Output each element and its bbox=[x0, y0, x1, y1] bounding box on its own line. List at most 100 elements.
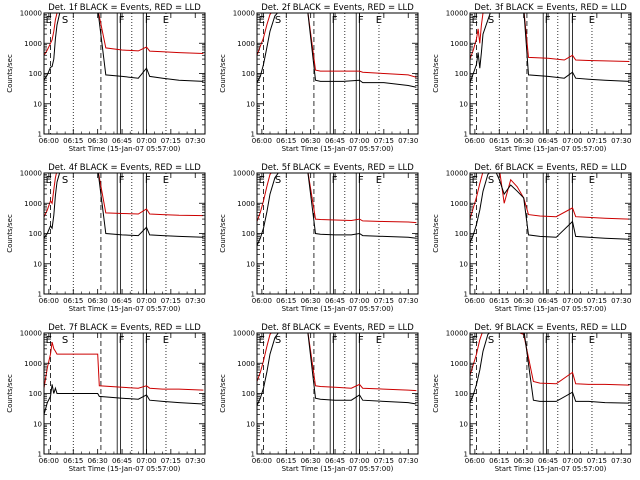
event-marker-label: E bbox=[376, 335, 382, 346]
event-marker-label: E bbox=[163, 15, 169, 26]
x-tick-label: 06:00 bbox=[465, 297, 485, 305]
event-marker-label: E bbox=[259, 15, 265, 26]
event-marker-label: S bbox=[488, 175, 494, 186]
x-tick-label: 07:15 bbox=[587, 297, 607, 305]
event-marker-label: S bbox=[275, 335, 281, 346]
y-tick-label: 1 bbox=[251, 131, 255, 139]
event-marker-label: S bbox=[62, 175, 68, 186]
x-tick-label: 07:00 bbox=[349, 297, 369, 305]
chart-title: Det. 8f BLACK = Events, RED = LLD bbox=[261, 323, 414, 333]
series-line-events bbox=[44, 173, 204, 239]
x-tick-label: 07:15 bbox=[161, 297, 181, 305]
x-tick-label: 06:30 bbox=[88, 137, 108, 145]
chart-title: Det. 2f BLACK = Events, RED = LLD bbox=[261, 3, 414, 13]
x-axis-label: Start Time (15-Jan-07 05:57:00) bbox=[69, 465, 181, 473]
series-line-lld bbox=[44, 13, 204, 56]
x-tick-label: 06:00 bbox=[465, 457, 485, 465]
x-tick-label: 06:30 bbox=[514, 457, 534, 465]
x-tick-label: 07:15 bbox=[587, 457, 607, 465]
series-line-lld bbox=[257, 173, 417, 224]
y-tick-label: 100 bbox=[29, 390, 42, 398]
x-tick-label: 06:15 bbox=[63, 457, 83, 465]
y-tick-label: 10 bbox=[246, 100, 255, 108]
y-tick-label: 1 bbox=[464, 451, 468, 459]
y-tick-label: 1 bbox=[38, 131, 42, 139]
x-tick-label: 06:00 bbox=[252, 297, 272, 305]
x-tick-label: 06:45 bbox=[112, 297, 132, 305]
y-axis-label: Counts/sec bbox=[6, 54, 14, 93]
series-line-lld bbox=[257, 13, 417, 78]
y-tick-label: 1 bbox=[38, 291, 42, 299]
event-marker-label: E bbox=[163, 335, 169, 346]
series-line-lld bbox=[44, 173, 204, 218]
x-tick-label: 06:30 bbox=[88, 457, 108, 465]
x-tick-label: 06:00 bbox=[465, 137, 485, 145]
x-tick-label: 06:00 bbox=[39, 137, 59, 145]
y-tick-label: 10 bbox=[33, 100, 42, 108]
event-marker-label: S bbox=[62, 335, 68, 346]
x-tick-label: 06:15 bbox=[63, 297, 83, 305]
x-tick-label: 07:15 bbox=[374, 137, 394, 145]
event-marker-label: S bbox=[488, 335, 494, 346]
event-marker-label: E bbox=[589, 15, 595, 26]
event-marker-label: F bbox=[571, 335, 577, 346]
y-axis-label: Counts/sec bbox=[432, 374, 440, 413]
x-axis-label: Start Time (15-Jan-07 05:57:00) bbox=[495, 465, 607, 473]
x-tick-label: 06:00 bbox=[252, 137, 272, 145]
event-marker-label: F bbox=[545, 15, 551, 26]
event-marker-label: E bbox=[46, 175, 52, 186]
event-marker-label: S bbox=[275, 175, 281, 186]
y-tick-label: 1000 bbox=[450, 40, 468, 48]
x-tick-label: 07:30 bbox=[611, 297, 631, 305]
x-axis-label: Start Time (15-Jan-07 05:57:00) bbox=[69, 305, 181, 313]
x-tick-label: 07:15 bbox=[374, 297, 394, 305]
y-axis-label: Counts/sec bbox=[219, 214, 227, 253]
x-tick-label: 07:30 bbox=[398, 457, 418, 465]
x-tick-label: 06:30 bbox=[514, 137, 534, 145]
chart-title: Det. 1f BLACK = Events, RED = LLD bbox=[48, 3, 201, 13]
x-tick-label: 07:00 bbox=[349, 137, 369, 145]
y-tick-label: 1000 bbox=[24, 40, 42, 48]
chart-title: Det. 5f BLACK = Events, RED = LLD bbox=[261, 163, 414, 173]
y-axis-label: Counts/sec bbox=[219, 54, 227, 93]
y-tick-label: 10000 bbox=[20, 10, 42, 18]
event-marker-label: E bbox=[472, 335, 478, 346]
x-tick-label: 07:30 bbox=[611, 457, 631, 465]
series-line-events bbox=[470, 173, 630, 243]
event-marker-label: F bbox=[145, 15, 151, 26]
event-marker-label: E bbox=[472, 15, 478, 26]
x-axis-label: Start Time (15-Jan-07 05:57:00) bbox=[495, 145, 607, 153]
x-tick-label: 06:15 bbox=[63, 137, 83, 145]
y-tick-label: 10000 bbox=[446, 10, 468, 18]
y-tick-label: 10 bbox=[459, 260, 468, 268]
y-tick-label: 10000 bbox=[20, 330, 42, 338]
event-marker-label: E bbox=[259, 175, 265, 186]
y-tick-label: 10000 bbox=[446, 330, 468, 338]
event-marker-label: F bbox=[358, 335, 364, 346]
y-tick-label: 100 bbox=[455, 390, 468, 398]
x-tick-label: 06:30 bbox=[514, 297, 534, 305]
chart-title: Det. 3f BLACK = Events, RED = LLD bbox=[474, 3, 627, 13]
x-tick-label: 06:00 bbox=[252, 457, 272, 465]
x-tick-label: 07:30 bbox=[398, 297, 418, 305]
event-marker-label: F bbox=[332, 335, 338, 346]
y-tick-label: 1000 bbox=[237, 360, 255, 368]
x-tick-label: 06:15 bbox=[276, 457, 296, 465]
x-tick-label: 07:30 bbox=[185, 297, 205, 305]
x-axis-label: Start Time (15-Jan-07 05:57:00) bbox=[282, 145, 394, 153]
x-tick-label: 06:30 bbox=[301, 457, 321, 465]
series-line-lld bbox=[44, 341, 204, 391]
event-marker-label: F bbox=[571, 175, 577, 186]
y-tick-label: 1 bbox=[464, 291, 468, 299]
x-tick-label: 06:30 bbox=[301, 137, 321, 145]
series-line-events bbox=[470, 333, 630, 404]
x-tick-label: 06:30 bbox=[88, 297, 108, 305]
y-tick-label: 10000 bbox=[20, 170, 42, 178]
series-line-events bbox=[257, 173, 417, 246]
x-tick-label: 06:00 bbox=[39, 297, 59, 305]
plot-frame bbox=[469, 332, 632, 455]
y-tick-label: 100 bbox=[242, 70, 255, 78]
event-marker-label: E bbox=[376, 15, 382, 26]
